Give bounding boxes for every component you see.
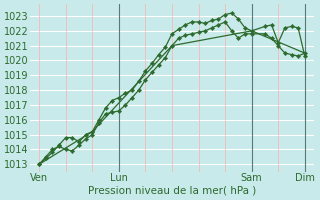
X-axis label: Pression niveau de la mer( hPa ): Pression niveau de la mer( hPa ) — [88, 186, 256, 196]
